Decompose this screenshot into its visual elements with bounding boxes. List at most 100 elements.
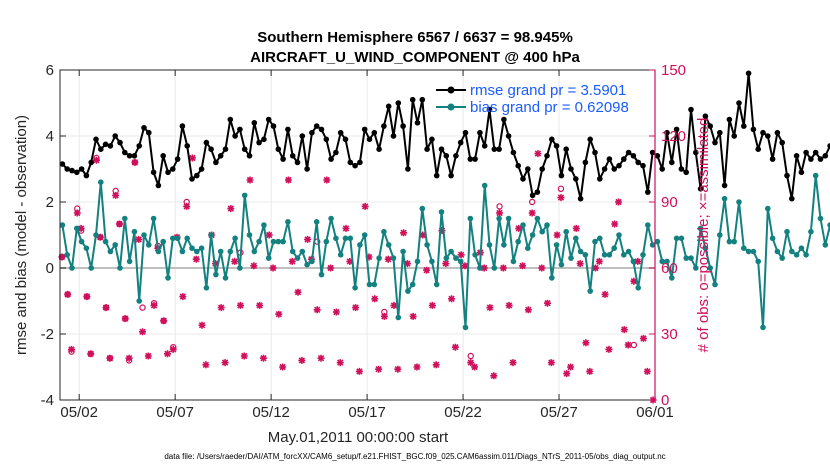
obs-assimilated-marker [163,350,171,358]
bias-point [241,192,248,199]
obs-assimilated-star [236,301,244,309]
obs-assimilated-star [582,339,590,347]
bias-point [112,242,118,248]
y2-tick-label: 90 [661,194,678,211]
bias-point [304,261,310,268]
obs-assimilated-star [428,301,436,309]
obs-assimilated-star [317,354,325,362]
rmse-point [765,133,771,139]
bias-point [649,242,656,248]
rmse-point [64,166,70,172]
obs-assimilated-star [121,315,129,323]
obs-assimilated-star [413,363,421,371]
bias-point [793,252,800,258]
bias-point [400,248,406,255]
bias-point [333,235,339,242]
bias-point [616,232,622,238]
rmse-point [217,153,224,159]
rmse-point [203,139,210,146]
bias-point [721,195,728,202]
bias-point [337,252,344,258]
bias-point [184,235,190,242]
obs-assimilated-star [375,365,383,373]
bias-point [697,225,704,232]
y2-tick-label: 150 [661,62,686,79]
bias-point [448,248,454,255]
obs-assimilated-marker [380,312,388,320]
obs-assimilated-marker [624,341,632,349]
x-tick-label: 05/27 [540,404,578,421]
bias-point [232,235,238,242]
rmse-point [294,159,301,166]
obs-assimilated-star [471,363,479,371]
obs-assimilated-marker [384,255,392,263]
obs-assimilated-marker [250,262,258,270]
obs-assimilated-star [515,224,523,232]
bias-point [525,245,531,251]
bias-point [299,248,306,255]
rmse-point [808,156,814,162]
rmse-point [352,162,358,169]
rmse-point [69,167,75,174]
obs-assimilated-marker [217,304,225,312]
rmse-point [337,129,344,136]
bias-point [366,281,373,288]
bias-point [712,281,718,288]
obs-assimilated-marker [246,176,254,184]
obs-assimilated-star [68,345,76,353]
y-axis-ticks: -4 -2 0 2 4 6 [41,62,66,409]
rmse-point [371,129,378,136]
obs-assimilated-marker [355,367,363,375]
obs-assimilated-marker [361,202,369,210]
obs-assimilated-marker [576,260,584,268]
bias-point [208,232,214,238]
rmse-point [361,126,368,133]
bias-point [457,258,464,265]
rmse-point [189,176,195,182]
rmse-point [683,169,689,176]
obs-assimilated-marker [275,310,283,318]
obs-assimilated-marker [490,372,498,380]
bias-point [443,255,450,261]
obs-assimilated-marker [634,257,642,265]
obs-assimilated-star [73,209,81,217]
bias-point [827,222,830,228]
bias-point [769,235,776,242]
rmse-point [376,146,382,152]
obs-assimilated-marker [179,293,187,301]
bias-point [654,238,661,245]
rmse-point [726,116,733,123]
rmse-point [520,176,526,182]
bias-point [582,252,589,258]
bias-point [213,271,219,278]
rmse-point [587,136,593,143]
bias-point [745,248,752,255]
y2-tick-label: 30 [661,326,678,343]
rmse-point [131,153,138,159]
obs-assimilated-marker [605,345,613,353]
bias-point [318,271,325,278]
bias-point [678,235,685,242]
rmse-point [457,139,464,146]
obs-assimilated-marker [630,277,638,285]
rmse-point [640,162,646,169]
obs-assimilated-star [259,354,267,362]
obs-assimilated-star [336,359,344,367]
rmse-point [467,156,474,162]
bias-point [429,258,435,265]
obs-assimilated-star [442,260,450,268]
obs-assimilated-star [150,301,158,309]
obs-assimilated-marker [112,191,120,199]
obs-assimilated-marker [332,308,340,316]
obs-assimilated-marker [198,321,206,329]
obs-assimilated-star [179,293,187,301]
bias-point [189,245,195,251]
rmse-point [251,120,258,126]
obs-assimilated-marker [428,301,436,309]
rmse-point [83,172,90,179]
obs-assimilated-marker [144,352,152,360]
x-tick-label: 06/01 [636,404,674,421]
y-tick-label: 4 [46,128,54,145]
obs-assimilated-marker [135,235,143,243]
bias-point [88,265,94,271]
